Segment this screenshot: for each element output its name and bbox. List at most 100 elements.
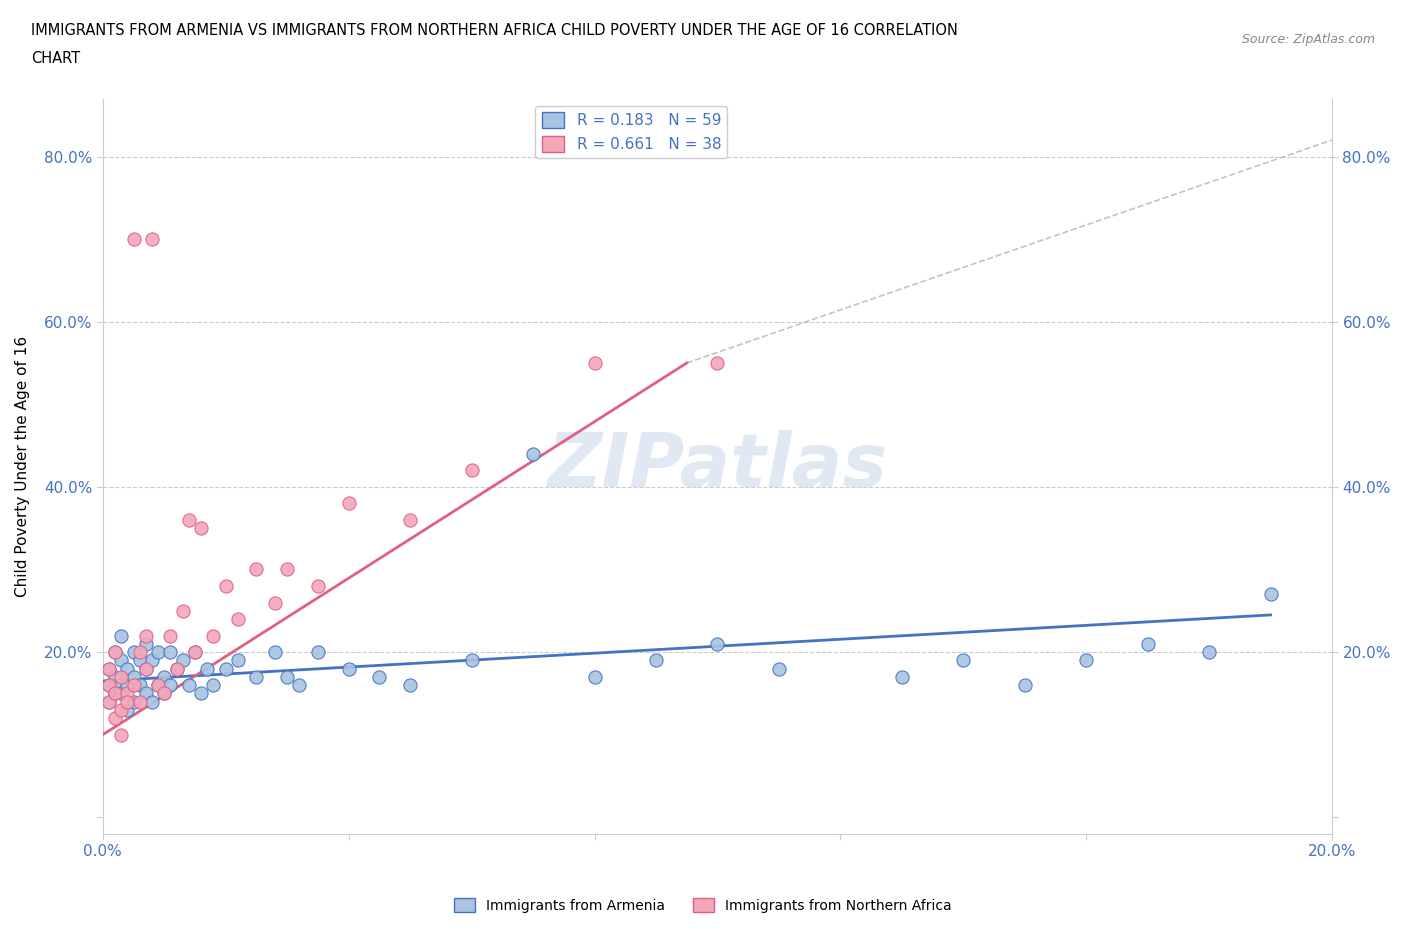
Point — [159, 678, 181, 693]
Point — [117, 694, 139, 709]
Point — [122, 694, 145, 709]
Point — [135, 661, 157, 676]
Point — [226, 612, 249, 627]
Point — [645, 653, 668, 668]
Point — [141, 694, 163, 709]
Point — [141, 653, 163, 668]
Point — [97, 694, 120, 709]
Point — [368, 670, 391, 684]
Point — [307, 644, 329, 659]
Point — [110, 653, 132, 668]
Point — [706, 636, 728, 651]
Point — [122, 232, 145, 246]
Point — [1260, 587, 1282, 602]
Legend: Immigrants from Armenia, Immigrants from Northern Africa: Immigrants from Armenia, Immigrants from… — [449, 893, 957, 919]
Point — [264, 595, 287, 610]
Point — [337, 496, 360, 511]
Point — [135, 636, 157, 651]
Point — [172, 604, 194, 618]
Point — [184, 644, 207, 659]
Point — [177, 678, 200, 693]
Point — [117, 661, 139, 676]
Point — [202, 628, 225, 643]
Point — [104, 670, 127, 684]
Point — [153, 686, 176, 701]
Point — [307, 578, 329, 593]
Point — [153, 670, 176, 684]
Point — [226, 653, 249, 668]
Point — [276, 670, 298, 684]
Point — [117, 702, 139, 717]
Point — [190, 686, 212, 701]
Point — [97, 678, 120, 693]
Point — [276, 562, 298, 577]
Point — [768, 661, 790, 676]
Point — [110, 727, 132, 742]
Text: ZIPatlas: ZIPatlas — [547, 430, 887, 503]
Point — [141, 232, 163, 246]
Point — [128, 694, 150, 709]
Point — [890, 670, 912, 684]
Point — [522, 446, 544, 461]
Point — [128, 653, 150, 668]
Point — [117, 686, 139, 701]
Point — [1198, 644, 1220, 659]
Point — [146, 678, 169, 693]
Point — [184, 644, 207, 659]
Point — [215, 578, 238, 593]
Point — [135, 661, 157, 676]
Point — [110, 670, 132, 684]
Point — [122, 678, 145, 693]
Point — [583, 670, 606, 684]
Point — [460, 653, 482, 668]
Point — [97, 661, 120, 676]
Point — [172, 653, 194, 668]
Point — [153, 686, 176, 701]
Point — [195, 661, 218, 676]
Point — [166, 661, 188, 676]
Point — [135, 686, 157, 701]
Point — [245, 670, 267, 684]
Point — [1136, 636, 1159, 651]
Point — [1076, 653, 1098, 668]
Point — [117, 678, 139, 693]
Point — [166, 661, 188, 676]
Text: CHART: CHART — [31, 51, 80, 66]
Point — [104, 644, 127, 659]
Point — [104, 686, 127, 701]
Point — [128, 644, 150, 659]
Point — [97, 661, 120, 676]
Point — [399, 678, 422, 693]
Point — [122, 644, 145, 659]
Point — [159, 644, 181, 659]
Point — [128, 678, 150, 693]
Point — [110, 686, 132, 701]
Point — [159, 628, 181, 643]
Point — [952, 653, 974, 668]
Point — [399, 512, 422, 527]
Point — [583, 355, 606, 370]
Y-axis label: Child Poverty Under the Age of 16: Child Poverty Under the Age of 16 — [15, 336, 30, 597]
Point — [110, 628, 132, 643]
Point — [190, 521, 212, 536]
Point — [288, 678, 311, 693]
Point — [110, 678, 132, 693]
Point — [215, 661, 238, 676]
Point — [177, 512, 200, 527]
Point — [104, 644, 127, 659]
Point — [460, 463, 482, 478]
Point — [146, 644, 169, 659]
Point — [202, 678, 225, 693]
Point — [337, 661, 360, 676]
Point — [104, 686, 127, 701]
Text: IMMIGRANTS FROM ARMENIA VS IMMIGRANTS FROM NORTHERN AFRICA CHILD POVERTY UNDER T: IMMIGRANTS FROM ARMENIA VS IMMIGRANTS FR… — [31, 23, 957, 38]
Point — [104, 711, 127, 725]
Point — [97, 694, 120, 709]
Legend: R = 0.183   N = 59, R = 0.661   N = 38: R = 0.183 N = 59, R = 0.661 N = 38 — [536, 106, 727, 158]
Text: Source: ZipAtlas.com: Source: ZipAtlas.com — [1241, 33, 1375, 46]
Point — [264, 644, 287, 659]
Point — [135, 628, 157, 643]
Point — [245, 562, 267, 577]
Point — [1014, 678, 1036, 693]
Point — [122, 670, 145, 684]
